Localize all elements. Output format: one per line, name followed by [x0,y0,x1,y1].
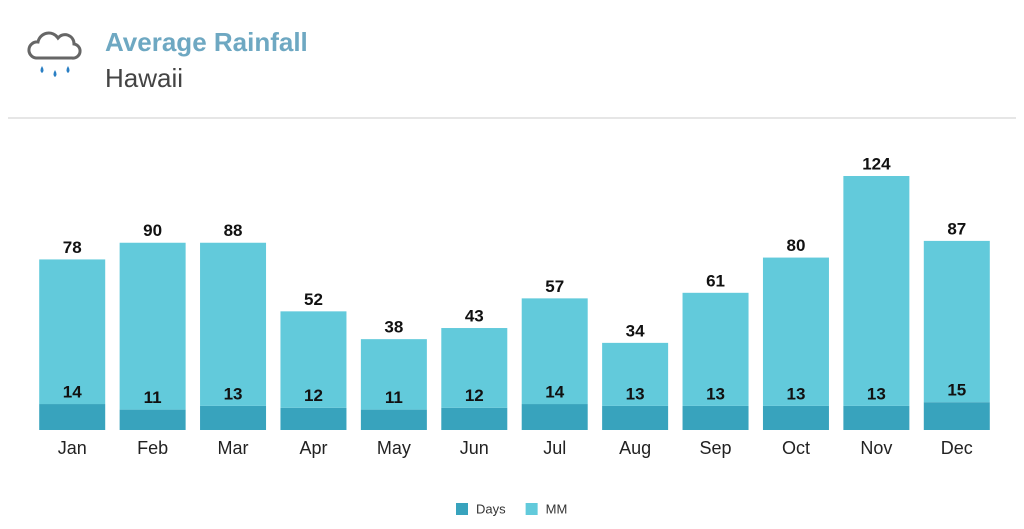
data-label: 88 [224,221,243,240]
bar [843,405,910,430]
chart-title: Average Rainfall [105,27,308,57]
x-tick-label: Jun [460,438,489,458]
data-label: 57 [545,277,564,296]
bar [280,311,347,408]
data-label: 13 [706,384,725,403]
bar [602,342,669,406]
data-label: 87 [947,219,966,238]
data-label: 13 [786,384,805,403]
data-label: 38 [384,318,403,337]
legend-swatch [525,503,538,515]
x-tick-label: Jul [543,438,566,458]
x-tick-label: Dec [941,438,973,458]
x-tick-label: Apr [299,438,327,458]
bar [521,298,588,405]
data-label: 13 [867,384,886,403]
bar [923,402,990,430]
data-label: 12 [304,386,323,405]
data-label: 52 [304,290,323,309]
bar [602,405,669,430]
bar [441,328,508,408]
data-label: 13 [224,384,243,403]
data-label: 11 [144,388,162,407]
x-tick-label: Aug [619,438,651,458]
bar [119,409,186,430]
x-tick-label: Nov [860,438,892,458]
x-tick-label: Mar [218,438,249,458]
data-label: 61 [706,271,725,290]
bar [762,405,829,430]
chart-subtitle: Hawaii [105,63,183,93]
weather-icon [27,31,82,77]
data-label: 34 [626,321,645,340]
data-label: 14 [63,383,82,402]
legend-label: Days [476,501,506,516]
data-label: 78 [63,238,82,257]
bar [923,240,990,403]
bar [762,257,829,406]
bar [280,407,347,430]
bar [441,407,508,430]
x-tick-label: Jan [58,438,87,458]
x-tick-label: Feb [137,438,168,458]
data-label: 12 [465,386,484,405]
bar [521,404,588,430]
bar [682,405,749,430]
data-label: 43 [465,307,484,326]
bar [39,259,106,405]
bar [200,405,267,430]
bar [200,242,267,406]
bar [360,339,427,410]
x-tick-label: Sep [700,438,732,458]
legend-label: MM [546,501,568,516]
x-tick-label: Oct [782,438,810,458]
bar [39,404,106,430]
bar [360,409,427,430]
legend-swatch [456,503,468,515]
bar [119,242,186,410]
data-label: 80 [786,236,805,255]
data-label: 11 [385,388,403,407]
bar [682,292,749,406]
data-label: 124 [862,154,891,173]
x-tick-label: May [377,438,411,458]
data-label: 90 [143,221,162,240]
data-label: 14 [545,383,564,402]
data-label: 15 [947,381,966,400]
data-label: 13 [626,384,645,403]
bar [843,176,910,406]
